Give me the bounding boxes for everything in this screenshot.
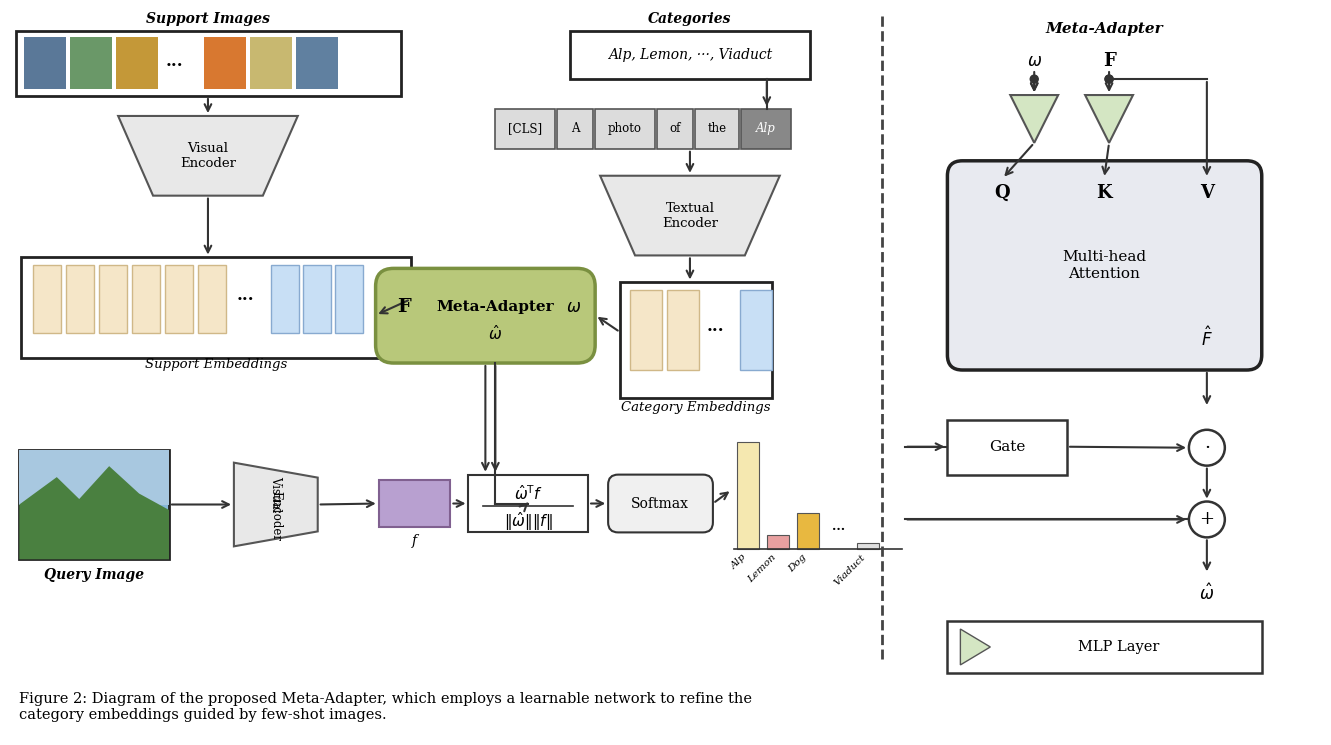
Bar xyxy=(570,31,809,79)
Text: MLP Layer: MLP Layer xyxy=(1078,640,1159,654)
Bar xyxy=(558,109,594,149)
Text: ···: ··· xyxy=(237,291,254,308)
FancyBboxPatch shape xyxy=(948,161,1262,370)
Text: [CLS]: [CLS] xyxy=(508,122,542,136)
Circle shape xyxy=(1189,501,1225,537)
Text: Encoder: Encoder xyxy=(269,492,282,542)
Text: $\|\hat{\omega}\|\|f\|$: $\|\hat{\omega}\|\|f\|$ xyxy=(504,510,552,533)
Text: Dog: Dog xyxy=(787,552,808,574)
Text: f: f xyxy=(413,534,417,548)
Text: Category Embeddings: Category Embeddings xyxy=(622,402,771,414)
Text: the: the xyxy=(707,122,727,136)
Bar xyxy=(116,37,158,89)
Bar xyxy=(948,420,1067,475)
Polygon shape xyxy=(118,116,298,196)
Bar xyxy=(16,31,401,96)
Polygon shape xyxy=(1085,95,1133,143)
Bar xyxy=(20,450,169,559)
Text: F: F xyxy=(397,298,410,316)
Text: ·: · xyxy=(1203,439,1210,457)
Text: Support Images: Support Images xyxy=(146,13,270,26)
Text: Q: Q xyxy=(994,184,1010,202)
Text: $\omega$: $\omega$ xyxy=(566,299,580,316)
Bar xyxy=(620,282,772,398)
Bar xyxy=(302,265,330,333)
Bar xyxy=(100,265,128,333)
Bar xyxy=(165,265,193,333)
Bar xyxy=(24,37,67,89)
Bar xyxy=(767,536,789,549)
Bar xyxy=(132,265,160,333)
Text: Gate: Gate xyxy=(989,440,1025,454)
Polygon shape xyxy=(1010,95,1058,143)
Bar xyxy=(33,265,61,333)
Bar xyxy=(595,109,655,149)
Bar xyxy=(741,109,791,149)
Text: Query Image: Query Image xyxy=(44,568,144,583)
Circle shape xyxy=(1189,430,1225,466)
Text: Alp, Lemon, ···, Viaduct: Alp, Lemon, ···, Viaduct xyxy=(608,48,772,62)
Bar xyxy=(948,621,1262,673)
Text: $\hat{\omega}$: $\hat{\omega}$ xyxy=(488,323,502,343)
Circle shape xyxy=(1105,75,1113,83)
Text: $\omega$: $\omega$ xyxy=(1026,53,1042,70)
Bar xyxy=(630,291,662,370)
Bar xyxy=(20,450,169,504)
Bar xyxy=(667,291,699,370)
Bar xyxy=(198,265,226,333)
Bar xyxy=(740,291,772,370)
FancyBboxPatch shape xyxy=(608,475,713,533)
Bar xyxy=(295,37,338,89)
Text: Alp: Alp xyxy=(756,122,776,136)
Text: $\hat{\omega}^\mathrm{T} f$: $\hat{\omega}^\mathrm{T} f$ xyxy=(514,484,543,503)
Text: Textual
Encoder: Textual Encoder xyxy=(662,202,717,229)
Bar xyxy=(334,265,362,333)
Text: ···: ··· xyxy=(707,322,724,339)
Text: of: of xyxy=(669,122,680,136)
Text: Categories: Categories xyxy=(648,13,732,26)
Text: photo: photo xyxy=(608,122,642,136)
Text: Softmax: Softmax xyxy=(631,496,689,510)
FancyBboxPatch shape xyxy=(375,268,595,363)
Bar xyxy=(658,109,693,149)
Text: Figure 2: Diagram of the proposed Meta-Adapter, which employs a learnable networ: Figure 2: Diagram of the proposed Meta-A… xyxy=(20,692,752,722)
Bar xyxy=(67,265,95,333)
Polygon shape xyxy=(234,463,318,546)
Text: F: F xyxy=(1102,52,1115,70)
Bar xyxy=(204,37,246,89)
Bar xyxy=(797,513,819,549)
Text: K: K xyxy=(1097,184,1111,202)
Text: Alp: Alp xyxy=(729,552,748,571)
Text: Meta-Adapter: Meta-Adapter xyxy=(437,300,554,314)
Text: Support Embeddings: Support Embeddings xyxy=(145,358,287,370)
Polygon shape xyxy=(20,466,169,559)
Bar xyxy=(469,475,588,533)
Polygon shape xyxy=(600,176,780,256)
Bar xyxy=(495,109,555,149)
Bar xyxy=(21,258,410,358)
Bar xyxy=(737,442,759,549)
Text: Lemon: Lemon xyxy=(747,552,777,584)
Text: Visual: Visual xyxy=(269,476,282,513)
Text: A: A xyxy=(571,122,579,136)
Text: +: + xyxy=(1199,510,1214,528)
Text: Visual
Encoder: Visual Encoder xyxy=(180,142,236,170)
Text: Meta-Adapter: Meta-Adapter xyxy=(1045,22,1163,37)
Bar xyxy=(270,265,298,333)
Bar xyxy=(250,37,291,89)
Polygon shape xyxy=(961,629,990,665)
Circle shape xyxy=(1105,75,1113,83)
Text: $\hat{F}$: $\hat{F}$ xyxy=(1201,326,1213,350)
Text: Viaduct: Viaduct xyxy=(833,552,868,587)
Text: ···: ··· xyxy=(832,523,845,536)
Bar xyxy=(857,543,878,549)
Bar xyxy=(71,37,112,89)
Text: Multi-head
Attention: Multi-head Attention xyxy=(1062,250,1146,281)
Text: V: V xyxy=(1199,184,1214,202)
Circle shape xyxy=(1030,75,1038,83)
Text: ···: ··· xyxy=(165,57,182,74)
Bar xyxy=(695,109,739,149)
Text: $\hat{\omega}$: $\hat{\omega}$ xyxy=(1199,584,1214,604)
Bar xyxy=(378,480,450,527)
